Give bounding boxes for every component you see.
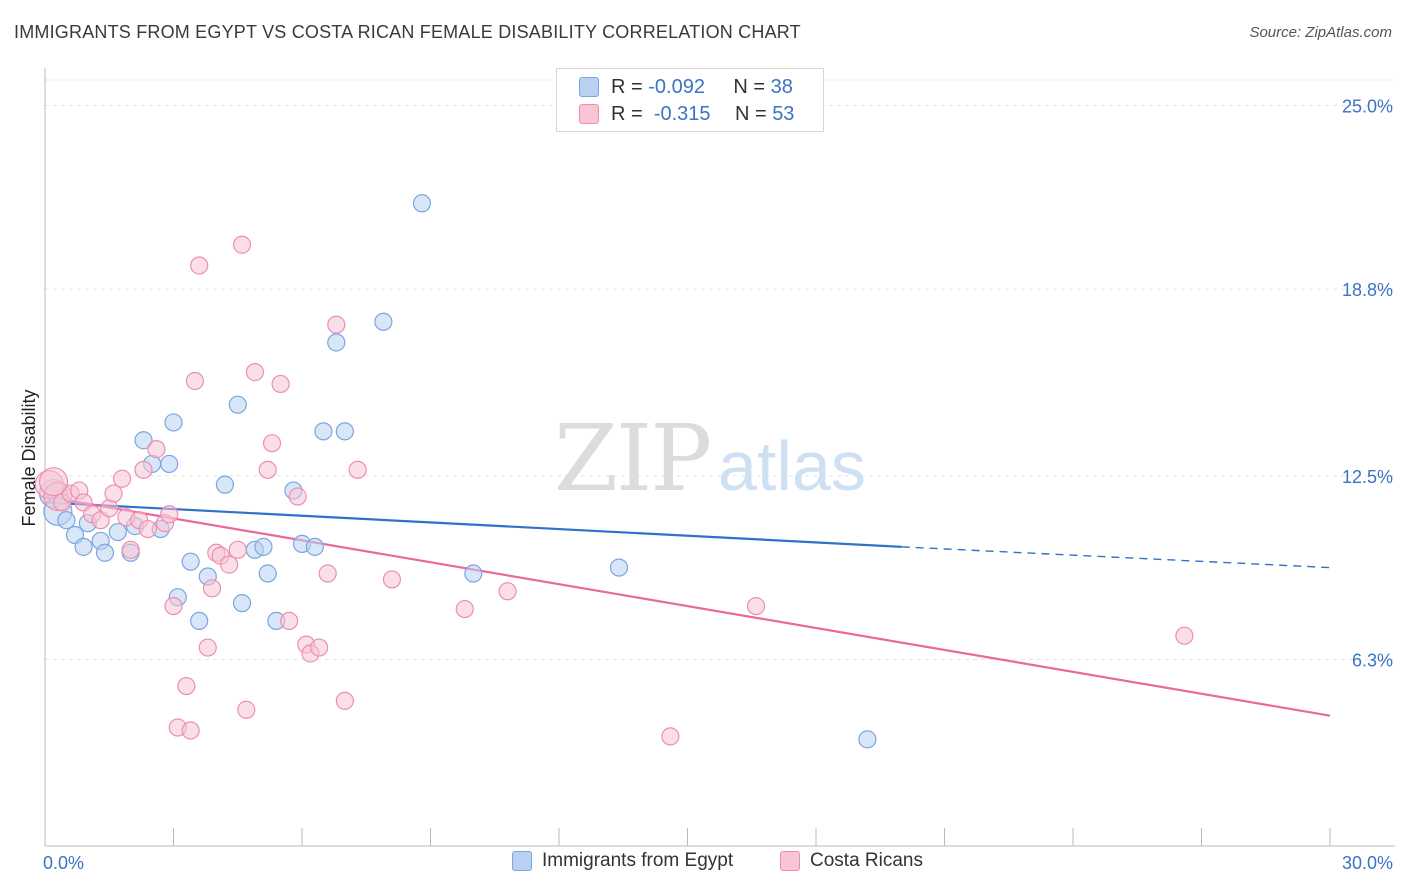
trend-lines <box>44 495 1331 717</box>
legend-n-value: 38 <box>770 75 793 98</box>
costa-rica-point <box>280 611 299 631</box>
costa-rica-point <box>181 721 200 740</box>
costa-rica-point <box>104 484 123 503</box>
legend-swatch-blue <box>579 77 599 97</box>
egypt-point <box>95 543 115 562</box>
costa-rica-point <box>185 371 205 391</box>
egypt-point <box>464 564 483 583</box>
costa-rica-point <box>198 638 217 657</box>
costa-rica-trend-line <box>44 495 1331 717</box>
egypt-point <box>215 475 234 494</box>
costa-rica-point <box>327 315 346 334</box>
legend-n-label: N = <box>733 75 766 98</box>
costa-rica-point <box>335 691 354 710</box>
y-tick-label: 18.8% <box>1342 280 1393 300</box>
y-axis-label: Female Disability <box>19 389 39 526</box>
egypt-point <box>305 537 324 556</box>
costa-rica-point <box>455 599 474 619</box>
costa-rica-point <box>228 540 247 559</box>
costa-rica-point <box>232 235 252 254</box>
legend-n-value: 53 <box>772 102 795 125</box>
costa-rica-point <box>177 676 196 696</box>
costa-rica-point <box>138 519 157 539</box>
y-tick-label: 6.3% <box>1352 650 1393 670</box>
costa-rica-point <box>310 638 329 657</box>
egypt-trend-line <box>44 501 902 548</box>
series-legend-costa-rica: Costa Ricans <box>780 850 923 872</box>
egypt-point <box>374 312 393 331</box>
correlation-legend: R = -0.092 N = 38 R = -0.315 N = 53 <box>556 68 824 132</box>
legend-r-value: -0.315 <box>653 102 711 125</box>
chart-title: IMMIGRANTS FROM EGYPT VS COSTA RICAN FEM… <box>14 22 801 42</box>
costa-rica-point <box>160 505 179 524</box>
legend-r-label: R = <box>611 102 643 125</box>
y-tick-labels: 6.3% 12.5% 18.8% 25.0% <box>1342 97 1393 671</box>
costa-rica-point <box>382 570 402 589</box>
costa-rica-point <box>38 467 69 497</box>
egypt-trend-extension <box>901 546 1331 569</box>
costa-rica-point <box>237 700 256 719</box>
egypt-point <box>160 454 179 474</box>
egypt-point <box>314 422 333 441</box>
egypt-point <box>258 564 277 583</box>
legend-r-label: R = <box>611 75 643 98</box>
legend-swatch-pink <box>579 104 599 124</box>
costa-rica-point <box>746 596 766 616</box>
y-tick-label: 12.5% <box>1342 467 1393 487</box>
series-legend: Immigrants from Egypt Costa Ricans <box>0 850 1406 878</box>
costa-rica-point <box>190 256 209 275</box>
costa-rica-point <box>220 555 239 574</box>
costa-rica-point <box>318 564 337 583</box>
costa-rica-point <box>271 374 290 394</box>
costa-rica-point <box>245 363 264 382</box>
costa-rica-point <box>147 440 166 459</box>
series-swatch-pink <box>780 851 800 871</box>
y-tick-label: 25.0% <box>1342 97 1393 117</box>
series-legend-egypt: Immigrants from Egypt <box>512 850 733 872</box>
egypt-point <box>335 422 354 441</box>
costa-rica-point <box>258 460 277 479</box>
egypt-point <box>327 333 346 352</box>
costa-rica-point <box>498 582 517 601</box>
egypt-point <box>228 395 247 414</box>
legend-r-value: -0.092 <box>648 75 705 98</box>
axes <box>44 68 1395 847</box>
egypt-point <box>108 522 127 542</box>
watermark-atlas: atlas <box>718 427 866 505</box>
costa-rica-point <box>262 434 282 453</box>
costa-rica-point <box>348 460 367 479</box>
egypt-point <box>134 431 153 450</box>
egypt-point <box>412 194 432 213</box>
egypt-point <box>858 730 877 749</box>
x-tick-label: 0.0% <box>43 853 84 873</box>
costa-rica-point <box>134 460 153 479</box>
egypt-point <box>232 594 252 613</box>
egypt-point <box>609 558 629 577</box>
egypt-point <box>190 611 209 631</box>
series-swatch-blue <box>512 851 532 871</box>
x-tick-label: 30.0% <box>1342 853 1393 873</box>
legend-row-costa-rica: R = -0.315 N = 53 <box>557 100 794 128</box>
legend-n-label: N = <box>734 102 767 125</box>
legend-row-egypt: R = -0.092 N = 38 <box>557 73 793 101</box>
costa-rica-point <box>112 469 132 488</box>
series-label-costa-rica: Costa Ricans <box>810 850 923 871</box>
egypt-point <box>181 552 200 571</box>
egypt-point <box>57 511 76 530</box>
egypt-point <box>74 537 93 556</box>
costa-rica-point <box>1175 626 1194 645</box>
costa-rica-point <box>164 596 183 616</box>
watermark-zip: ZIP <box>554 405 710 512</box>
costa-rica-point <box>288 487 307 506</box>
x-tick-labels: 0.0% 30.0% <box>43 853 1393 873</box>
costa-rica-point <box>121 540 140 559</box>
costa-rica-point <box>661 727 680 746</box>
egypt-point <box>164 413 183 432</box>
source-credit: Source: ZipAtlas.com <box>1249 24 1392 41</box>
data-points <box>34 194 1194 749</box>
egypt-point <box>254 537 273 556</box>
series-label-egypt: Immigrants from Egypt <box>542 850 734 871</box>
costa-rica-point <box>202 579 222 598</box>
